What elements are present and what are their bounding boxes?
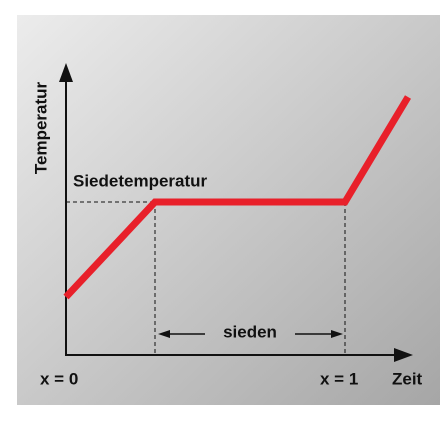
guides xyxy=(66,201,346,355)
y-axis-arrow xyxy=(59,63,73,82)
x-start-label: x = 0 xyxy=(40,369,78,388)
x-axis-arrow xyxy=(394,348,413,362)
y-axis-label: Temperatur xyxy=(31,81,50,174)
span-arrow-head xyxy=(331,330,343,338)
span-arrow-head xyxy=(158,330,170,338)
x-axis-label: Zeit xyxy=(392,369,423,388)
heating-curve xyxy=(63,95,412,300)
x-end-label: x = 1 xyxy=(320,369,358,388)
boiling-temperature-label: Siedetemperatur xyxy=(73,171,208,190)
boiling-label: sieden xyxy=(223,322,277,341)
panel xyxy=(17,15,440,405)
